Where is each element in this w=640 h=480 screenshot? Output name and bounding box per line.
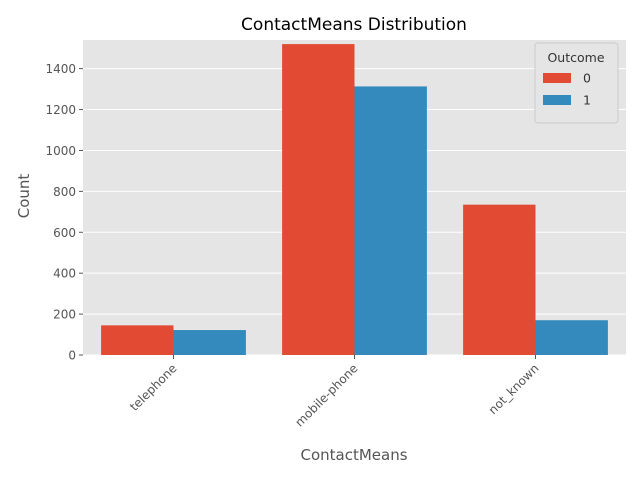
x-tick-label: telephone	[127, 361, 180, 414]
bars	[101, 44, 608, 355]
chart-title: ContactMeans Distribution	[241, 15, 467, 35]
bar-telephone-series-1	[173, 330, 246, 355]
bar-telephone-series-0	[101, 325, 174, 355]
y-tick-label: 1400	[45, 62, 76, 76]
y-tick-label: 200	[53, 308, 76, 322]
bar-not_known-series-1	[535, 320, 608, 355]
bar-not_known-series-0	[463, 204, 536, 355]
legend-swatch-0	[543, 73, 571, 83]
x-tick-label: mobile-phone	[292, 361, 360, 429]
y-tick-label: 600	[53, 226, 76, 240]
y-tick-label: 1200	[45, 103, 76, 117]
y-tick-label: 400	[53, 267, 76, 281]
legend-title: Outcome	[547, 50, 604, 65]
bar-mobile-phone-series-1	[354, 86, 427, 355]
bar-mobile-phone-series-0	[282, 44, 355, 355]
y-tick-label: 800	[53, 185, 76, 199]
legend-swatch-1	[543, 95, 571, 105]
legend-items: 01	[543, 71, 591, 108]
legend-label-1: 1	[583, 93, 591, 108]
y-tick-label: 1000	[45, 144, 76, 158]
legend: Outcome 01	[534, 42, 619, 124]
y-ticks: 0 200 400 600 800 1000 1200 1400	[45, 62, 83, 363]
x-tick-label: not_known	[486, 361, 542, 417]
x-axis-label: ContactMeans	[300, 446, 407, 464]
x-ticks: telephone mobile-phone not_known	[127, 355, 542, 430]
y-axis-label: Count	[15, 174, 33, 219]
legend-label-0: 0	[583, 71, 591, 86]
y-tick-label: 0	[68, 349, 76, 363]
